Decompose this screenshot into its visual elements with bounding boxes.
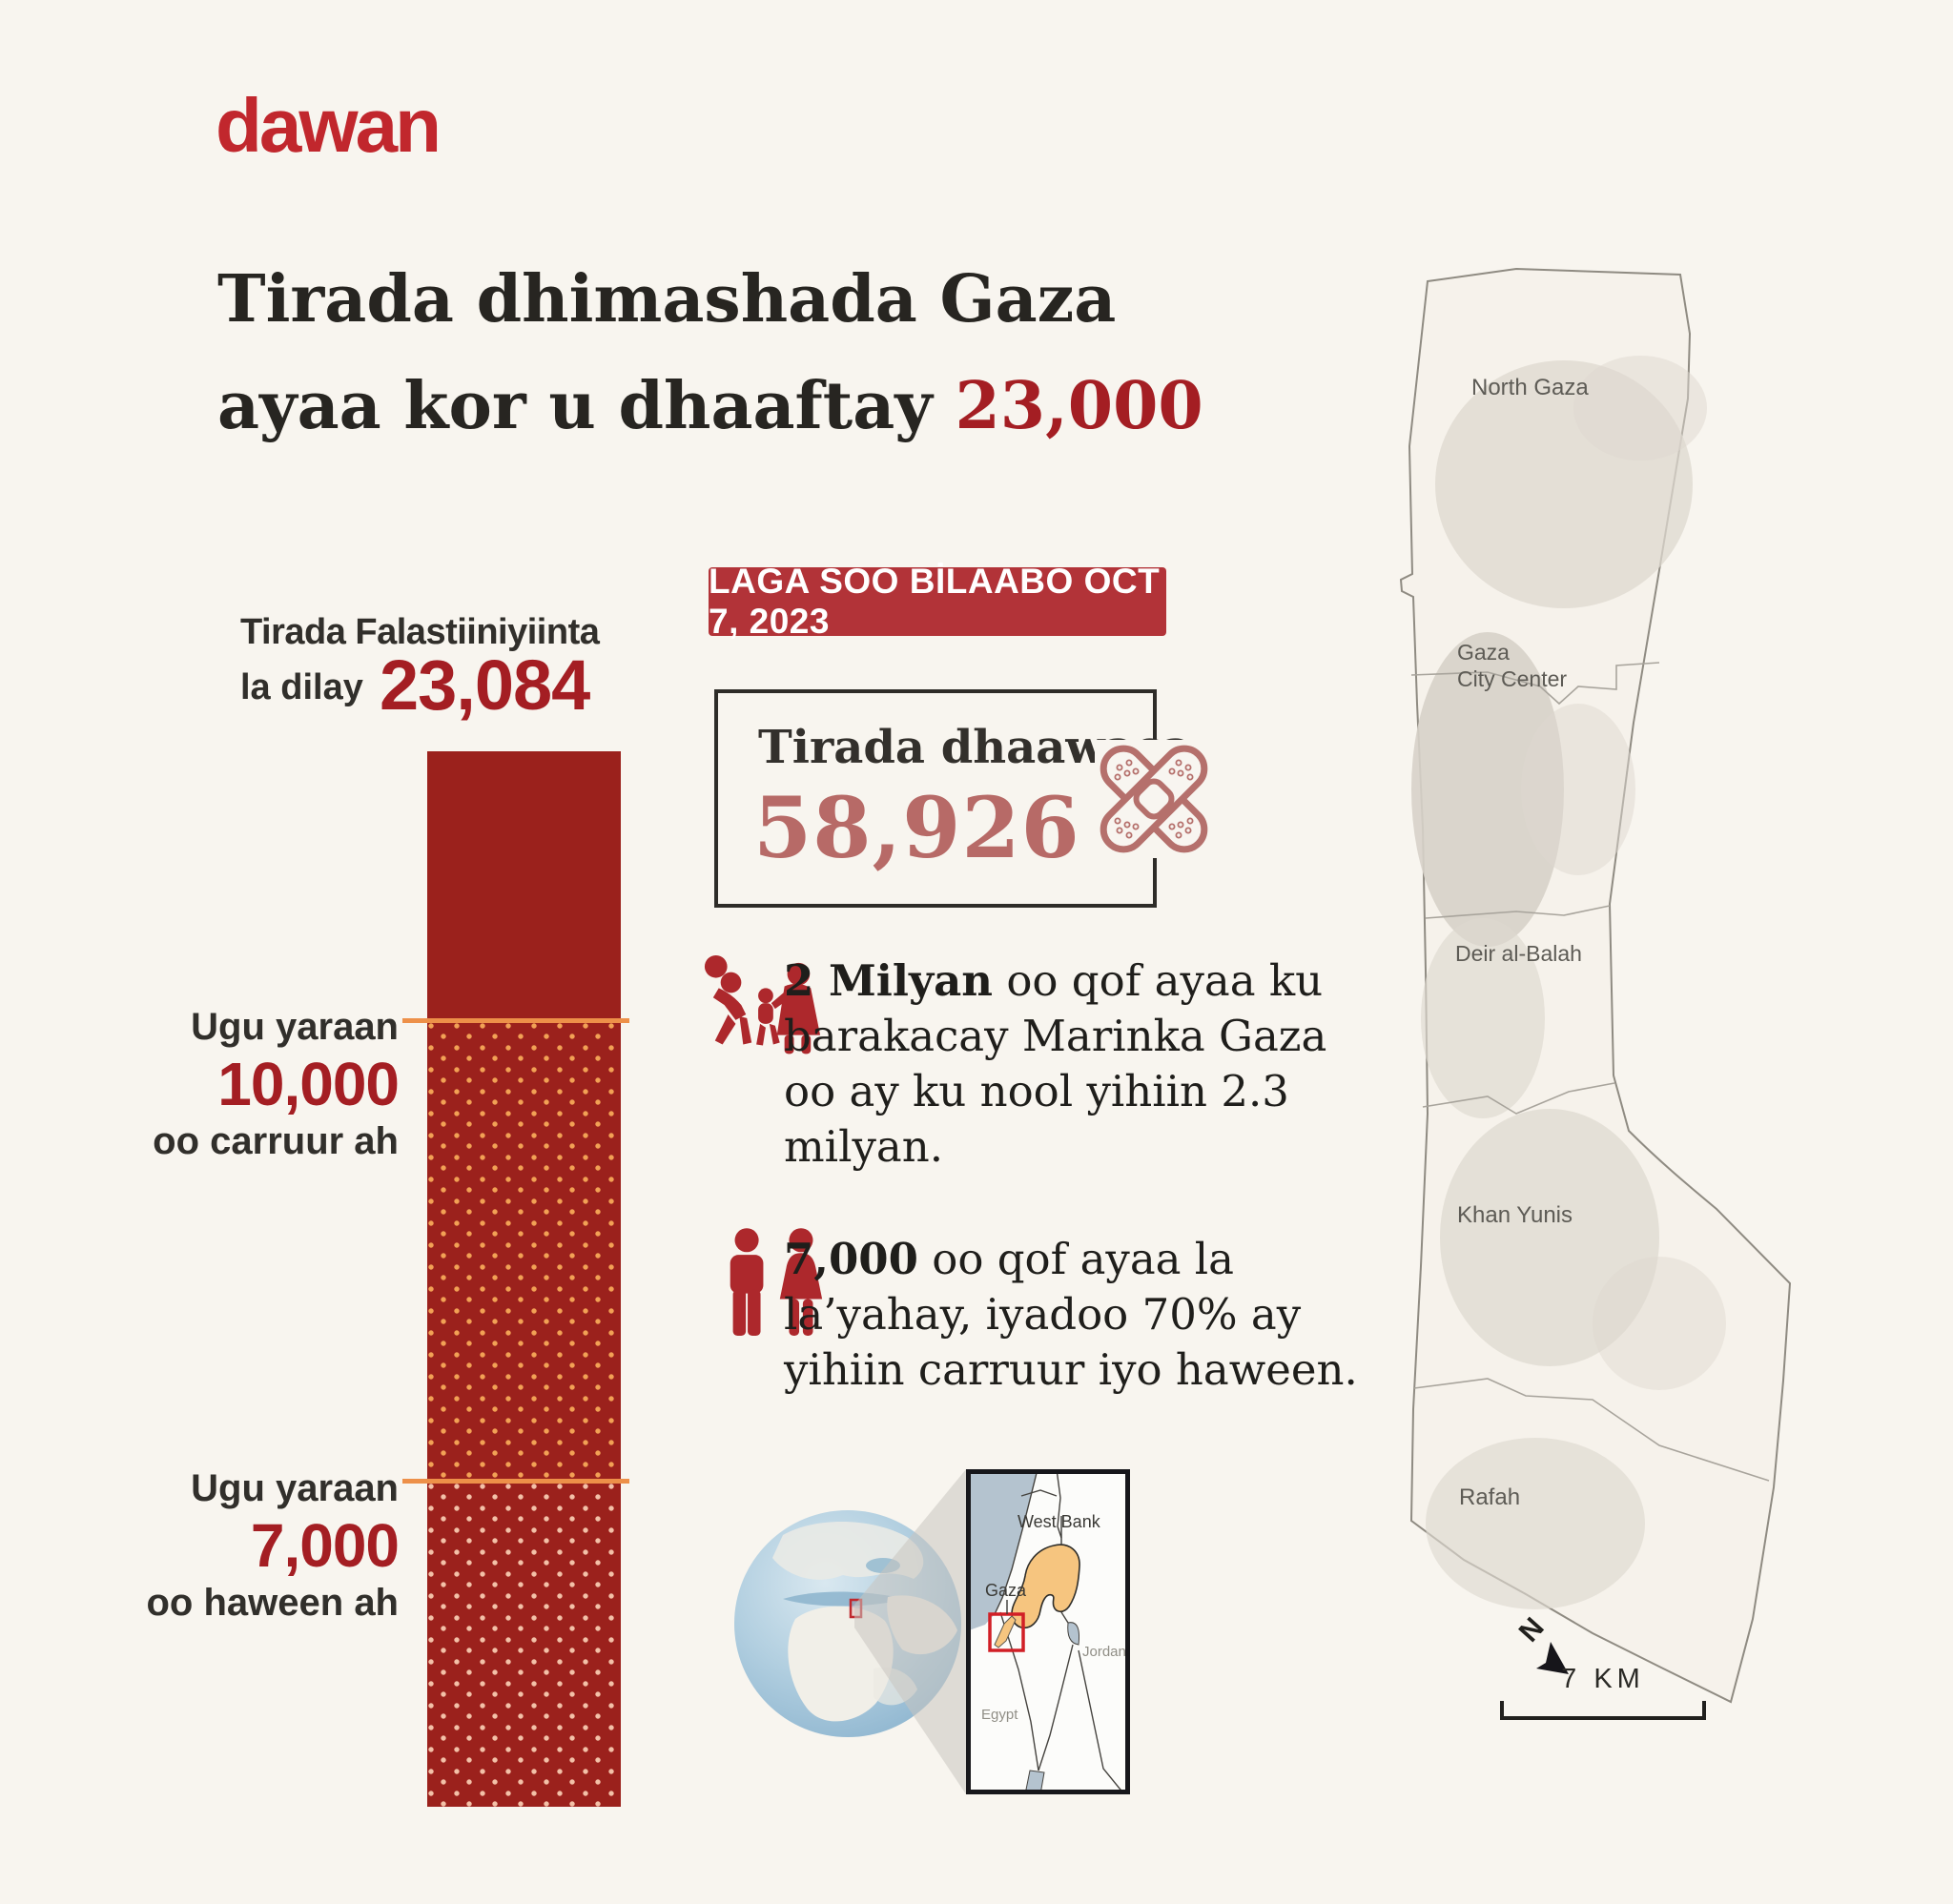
fact-displaced: 2 Milyan oo qof ayaa ku barakacay Marink… (784, 953, 1356, 1175)
inset-label-west-bank: West Bank (1018, 1512, 1101, 1531)
women-label-suffix: oo haween ah (146, 1582, 400, 1624)
injured-value: 58,926 (753, 778, 1080, 877)
map-label-north-gaza: North Gaza (1471, 375, 1589, 400)
page-title: Tirada dhimashada Gaza ayaa kor u dhaaft… (217, 246, 1203, 460)
displaced-family-icon-svg (704, 954, 821, 1054)
women-value: 7,000 (250, 1511, 400, 1580)
west-bank-area (1011, 1544, 1080, 1629)
zoom-cone (854, 1469, 966, 1794)
map-label-gaza-city-2: City Center (1457, 666, 1567, 691)
fact-missing-bold: 7,000 (784, 1234, 918, 1284)
bar-divider-children (402, 1018, 629, 1023)
bar-segment-children (427, 1022, 621, 1483)
title-line1: Tirada dhimashada Gaza (217, 261, 1117, 338)
gulf-of-aqaba (1024, 1770, 1045, 1794)
fact-missing-rest: oo qof ayaa la la’yahay, iyadoo 70% ay y… (784, 1234, 1358, 1395)
scale-bar: 7 KM (1500, 1664, 1706, 1720)
inset-label-jordan: Jordan (1082, 1644, 1126, 1660)
scale-label: 7 KM (1561, 1664, 1645, 1694)
inset-label-gaza: Gaza (985, 1581, 1027, 1600)
urban-areas (1411, 356, 1726, 1609)
bar-segment-women (427, 1483, 621, 1807)
children-label-suffix: oo carruur ah (153, 1120, 399, 1162)
map-label-gaza-city-1: Gaza (1457, 640, 1510, 665)
scale-line (1500, 1701, 1706, 1720)
gaza-strip-map: North Gaza Gaza City Center Deir al-Bala… (1399, 267, 1792, 1720)
bandage-icon (1095, 740, 1213, 858)
killed-label-line2: la dilay (240, 667, 363, 707)
compass-n-label: N (1513, 1611, 1551, 1648)
women-label: Ugu yaraan 7,000 oo haween ah (113, 1466, 401, 1625)
women-label-prefix: Ugu yaraan (191, 1467, 399, 1509)
compass-arrow-icon (1536, 1642, 1569, 1674)
children-value: 10,000 (217, 1050, 400, 1118)
bar-divider-women (402, 1479, 629, 1484)
gaza-strip-area (994, 1615, 1017, 1648)
inset-label-egypt: Egypt (981, 1707, 1018, 1723)
dawan-logo: dawan (216, 83, 442, 168)
bar-segment-total (427, 751, 621, 1022)
map-label-khan-yunis: Khan Yunis (1457, 1202, 1573, 1228)
missing-couple-icon (723, 1226, 826, 1349)
fact-displaced-bold: 2 Milyan (784, 955, 994, 1006)
dead-sea (1067, 1622, 1079, 1646)
map-label-deir-al-balah: Deir al-Balah (1455, 941, 1582, 966)
missing-couple-icon-svg (730, 1228, 823, 1337)
children-label-prefix: Ugu yaraan (191, 1006, 399, 1048)
children-label: Ugu yaraan 10,000 oo carruur ah (113, 1005, 400, 1163)
title-highlight: 23,000 (955, 368, 1203, 444)
fact-displaced-rest: oo qof ayaa ku barakacay Marinka Gaza oo… (784, 955, 1327, 1172)
title-line2: ayaa kor u dhaaftay (217, 368, 956, 444)
displaced-family-icon (702, 948, 824, 1084)
map-label-rafah: Rafah (1459, 1484, 1520, 1510)
fact-missing: 7,000 oo qof ayaa la la’yahay, iyadoo 70… (784, 1232, 1387, 1398)
bandage-icon-svg (1100, 745, 1208, 853)
mediterranean-sea (966, 1469, 1038, 1631)
killed-total-value: 23,084 (380, 645, 590, 725)
since-date-banner: LAGA SOO BİLAABO OCT 7, 2023 (709, 562, 1166, 641)
governorate-borders (1410, 662, 1770, 1482)
israel-inset-map: West Bank Gaza Jordan Egypt (966, 1469, 1130, 1794)
killed-label-line1: Tirada Falastiiniyiinta (240, 612, 600, 652)
inset-border (966, 1469, 1130, 1794)
